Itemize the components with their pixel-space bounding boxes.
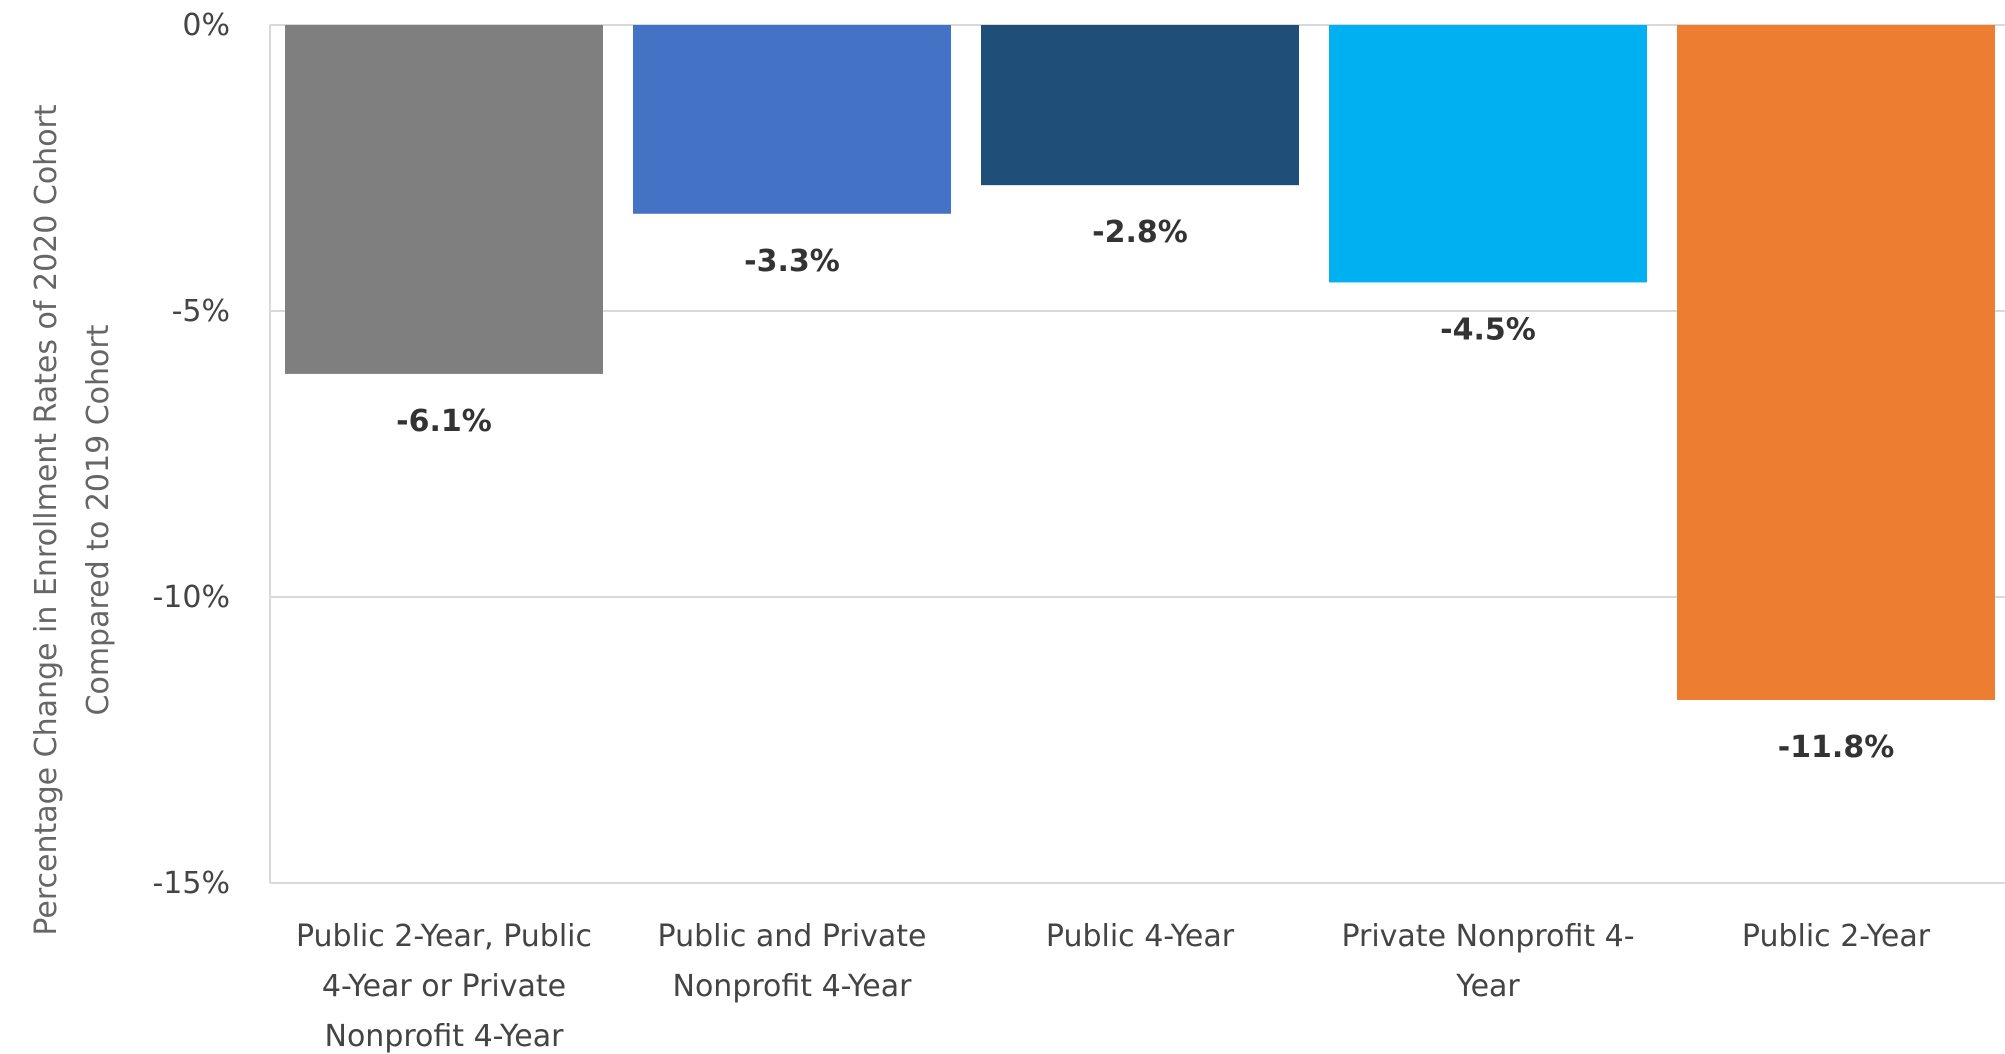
data-label: -6.1% bbox=[396, 404, 492, 439]
y-axis-title-text: Percentage Change in Enrollment Rates of… bbox=[29, 104, 116, 936]
category-label: Public 2-Year, Public 4-Year or Private No… bbox=[296, 919, 592, 1054]
category-label: Public 2-Year bbox=[1742, 919, 1931, 954]
y-tick-label: 0% bbox=[182, 8, 230, 43]
category-label: Private Nonprofit 4- Year bbox=[1341, 919, 1634, 1004]
y-tick-label: -10% bbox=[152, 580, 230, 615]
category-labels: Public 2-Year, Public 4-Year or Private No… bbox=[296, 919, 1931, 1054]
category-label-line: 4-Year or Private bbox=[322, 969, 566, 1004]
category-label-line: Year bbox=[1455, 969, 1520, 1004]
category-label-line: Public 2-Year, Public bbox=[296, 919, 592, 954]
y-tick-labels: 0% -5% -10% -15% bbox=[152, 8, 230, 901]
bar bbox=[981, 25, 1299, 186]
bars bbox=[285, 25, 1995, 700]
y-axis-title-line: Percentage Change in Enrollment Rates of… bbox=[29, 104, 64, 936]
category-label: Public 4-Year bbox=[1046, 919, 1235, 954]
category-label-line: Public and Private bbox=[658, 919, 927, 954]
y-axis-title: Percentage Change in Enrollment Rates of… bbox=[29, 104, 116, 936]
bar bbox=[285, 25, 603, 374]
category-label-line: Nonprofit 4-Year bbox=[673, 969, 913, 1004]
data-label: -3.3% bbox=[744, 244, 840, 279]
category-label-line: Public 4-Year bbox=[1046, 919, 1235, 954]
bar bbox=[1677, 25, 1995, 700]
category-label-line: Private Nonprofit 4- bbox=[1341, 919, 1634, 954]
bar bbox=[1329, 25, 1647, 283]
y-tick-label: -15% bbox=[152, 866, 230, 901]
y-tick-label: -5% bbox=[172, 294, 230, 329]
y-axis-title-line: Compared to 2019 Cohort bbox=[81, 324, 116, 715]
category-label: Public and Private Nonprofit 4-Year bbox=[658, 919, 927, 1004]
category-label-line: Public 2-Year bbox=[1742, 919, 1931, 954]
data-label: -4.5% bbox=[1440, 312, 1536, 347]
data-label: -2.8% bbox=[1092, 215, 1188, 250]
category-label-line: Nonprofit 4-Year bbox=[325, 1019, 565, 1054]
data-label: -11.8% bbox=[1778, 730, 1895, 765]
bar bbox=[633, 25, 951, 214]
data-labels: -6.1% -3.3% -2.8% -4.5% -11.8% bbox=[396, 215, 1894, 765]
